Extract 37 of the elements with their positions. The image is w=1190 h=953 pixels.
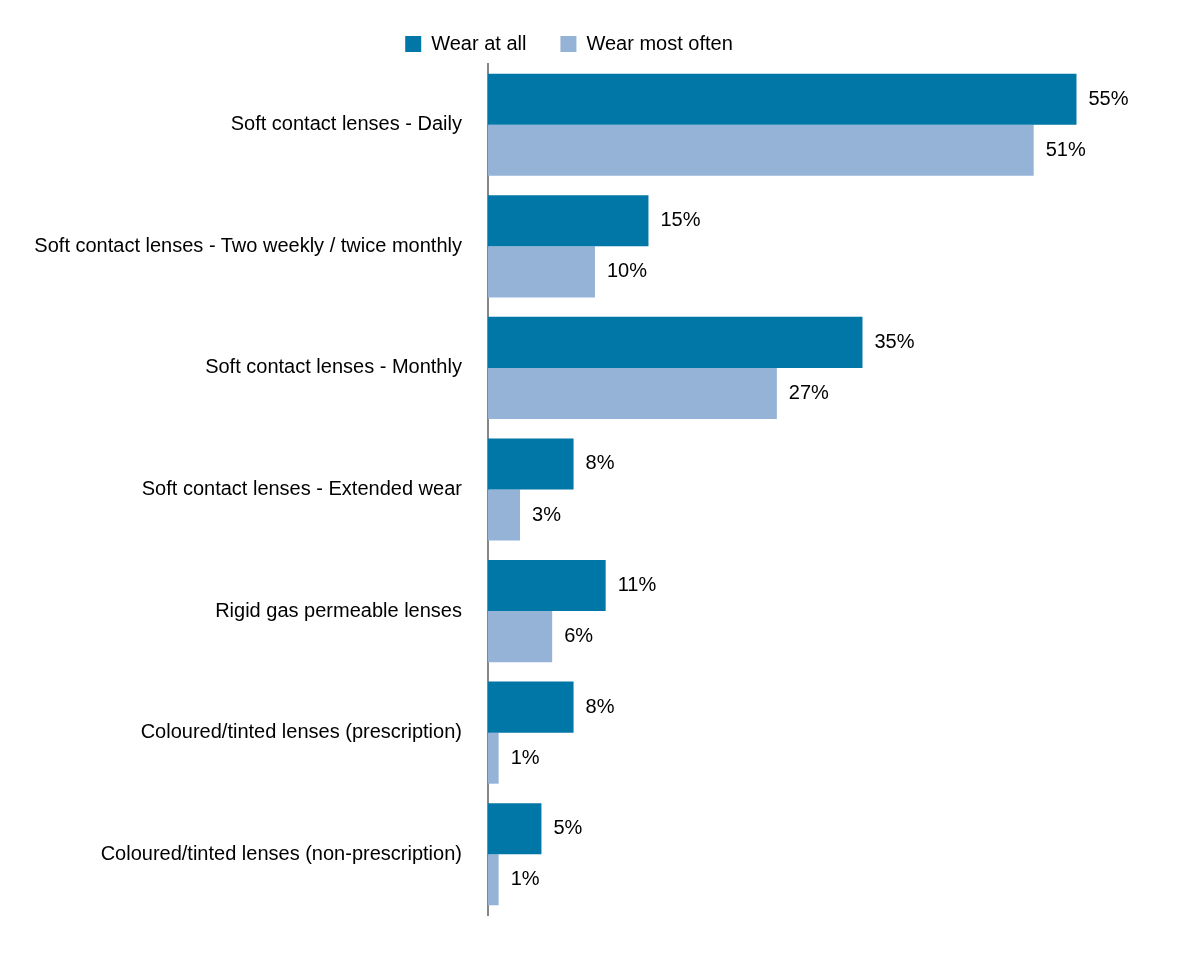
- data-label: 51%: [1045, 137, 1086, 160]
- data-label: 55%: [1088, 86, 1129, 109]
- bar: [487, 367, 777, 419]
- y-tick-label: Rigid gas permeable lenses: [215, 598, 462, 621]
- y-tick-label: Soft contact lenses - Monthly: [205, 355, 462, 378]
- y-tick-label: Soft contact lenses - Extended wear: [141, 477, 463, 500]
- legend-label: Wear most often: [586, 31, 733, 54]
- y-tick-label: Soft contact lenses - Two weekly / twice monthly: [34, 233, 462, 256]
- data-label: 27%: [788, 380, 830, 403]
- y-tick-label: Soft contact lenses - Daily: [230, 112, 462, 135]
- data-label: 1%: [510, 867, 540, 890]
- bar: [487, 489, 521, 541]
- bar: [487, 732, 499, 784]
- y-tick-label: Coloured/tinted lenses (prescription): [140, 720, 462, 743]
- y-tick-label: Coloured/tinted lenses (non-prescription): [100, 841, 462, 864]
- bar: [487, 681, 574, 733]
- data-label: 15%: [660, 208, 701, 231]
- data-label: 3%: [532, 502, 562, 525]
- bar: [487, 195, 649, 247]
- data-label: 6%: [564, 624, 594, 647]
- data-label: 8%: [585, 694, 615, 717]
- bar: [487, 73, 1077, 125]
- bar: [487, 246, 595, 298]
- data-label: 10%: [606, 259, 648, 282]
- bar: [487, 611, 553, 663]
- bar: [487, 438, 574, 490]
- data-label: 1%: [510, 745, 540, 768]
- bar: [487, 316, 863, 368]
- data-label: 35%: [874, 329, 915, 352]
- data-label: 8%: [585, 451, 615, 474]
- legend-label: Wear at all: [431, 31, 527, 54]
- bar: [487, 854, 499, 906]
- data-label: 5%: [553, 816, 583, 839]
- bar: [487, 803, 542, 855]
- data-label: 11%: [617, 573, 657, 596]
- bar: [487, 124, 1034, 176]
- bar: [487, 560, 606, 612]
